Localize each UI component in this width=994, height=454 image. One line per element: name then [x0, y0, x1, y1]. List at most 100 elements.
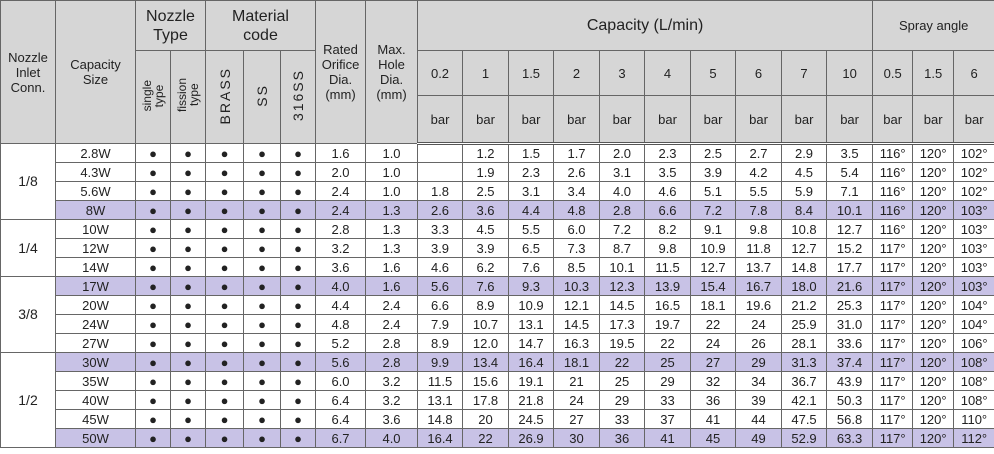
table-cell: 3.9: [462, 238, 510, 258]
table-cell: ●: [135, 352, 171, 372]
table-cell: 31.0: [826, 314, 874, 334]
table-cell: ●: [243, 314, 281, 334]
table-cell: 1.0: [365, 143, 419, 163]
table-cell: ●: [243, 143, 281, 163]
header-cell: Material code: [204, 0, 317, 51]
table-cell: ●: [279, 409, 317, 429]
table-cell: 15.2: [826, 238, 874, 258]
table-cell: ●: [135, 162, 171, 182]
table-cell: 35W: [55, 371, 136, 391]
table-cell: 7.2: [690, 200, 737, 220]
table-cell: 25: [644, 352, 692, 372]
table-cell: 103°: [953, 200, 994, 220]
table-cell: 36: [599, 428, 646, 448]
table-row: 27W ● ● ● ● ● 5.2 2.8 8.9 12.0 14.7 16.3 19.5 22 24 26 2…: [1, 333, 994, 353]
pressure-label: 2: [553, 50, 601, 96]
pressure-unit: bar: [872, 95, 914, 145]
header-cell: single type: [135, 50, 171, 144]
table-row: 3/8 17W ● ● ● ● ● 4.0 1.6 5.6 7.6 9.3 10.3 12.3 13.9 15…: [0, 276, 994, 353]
table-cell: ●: [243, 238, 281, 258]
table-cell: 9.8: [735, 219, 783, 239]
table-cell: 2.0: [599, 143, 646, 163]
table-cell: 16.7: [735, 276, 783, 296]
table-cell: 39: [735, 390, 783, 410]
table-cell: 36: [690, 390, 737, 410]
table-cell: 120°: [912, 257, 955, 277]
table-cell: ●: [279, 428, 317, 448]
table-cell: ●: [205, 371, 244, 391]
table-cell: 8.4: [781, 200, 828, 220]
table-cell: ●: [205, 181, 244, 201]
table-cell: 120°: [912, 314, 955, 334]
table-cell: ●: [170, 371, 206, 391]
header-cell: Nozzle Type: [135, 0, 206, 51]
table-cell: ●: [243, 352, 281, 372]
table-cell: 22: [644, 333, 692, 353]
table-cell: 6.2: [462, 257, 510, 277]
pressure-unit: bar: [508, 95, 555, 145]
table-cell: 30W: [55, 352, 136, 372]
table-cell: 4.2: [735, 162, 783, 182]
table-cell: 12.7: [781, 238, 828, 258]
table-cell: 15.4: [690, 276, 737, 296]
table-cell: ●: [243, 371, 281, 391]
table-cell: ●: [243, 181, 281, 201]
table-cell: 2.8: [599, 200, 646, 220]
table-cell: 120°: [912, 219, 955, 239]
header-cell: SS: [243, 50, 281, 144]
table-cell: 117°: [872, 371, 914, 391]
table-cell: 108°: [953, 390, 994, 410]
table-cell: 116°: [872, 219, 914, 239]
table-cell: ●: [205, 143, 244, 163]
table-cell: ●: [135, 219, 171, 239]
table-row: 8W ● ● ● ● ● 2.4 1.3 2.6 3.6 4.4 4.8 2.8 6.6 7.2 7.8 8.4…: [0, 200, 994, 220]
header-cell: fission type: [170, 50, 206, 144]
table-cell: 4.4: [508, 200, 555, 220]
table-cell: 7.3: [553, 238, 601, 258]
conn-cell: 1/8: [0, 143, 56, 220]
table-row: 20W ● ● ● ● ● 4.4 2.4 6.6 8.9 10.9 12.1 14.5 16.5 18.1…: [1, 295, 994, 315]
table-cell: 24: [735, 314, 783, 334]
table-cell: 29: [599, 390, 646, 410]
table-cell: 7.6: [508, 257, 555, 277]
table-cell: 6.7: [315, 428, 367, 448]
table-cell: 27: [690, 352, 737, 372]
table-cell: 116°: [872, 200, 914, 220]
pressure-unit: bar: [644, 95, 692, 145]
table-cell: ●: [205, 352, 244, 372]
table-row: 45W ● ● ● ● ● 6.4 3.6 14.8 20 24.5 27 33 37 41 44 47.5 56…: [1, 409, 994, 429]
table-cell: 8.9: [417, 333, 464, 353]
table-cell: ●: [135, 390, 171, 410]
table-cell: 2.9: [781, 143, 828, 163]
table-cell: 52.9: [781, 428, 828, 448]
header-cell: BRASS: [205, 50, 244, 144]
header-cell: Rated Orifice Dia. (mm): [315, 0, 367, 144]
table-cell: 16.4: [417, 428, 464, 448]
table-cell: 24: [553, 390, 601, 410]
table-cell: 5.5: [735, 181, 783, 201]
table-cell: 3.2: [365, 390, 419, 410]
table-cell: 25: [599, 371, 646, 391]
table-cell: 120°: [912, 295, 955, 315]
table-body: 1/8 2.8W ● ● ● ● ● 1.6 1.0 1.2 1.5 1.7 2.0 2.3 2.5 2.7 2…: [0, 143, 994, 448]
table-cell: ●: [279, 238, 317, 258]
table-cell: 18.0: [781, 276, 828, 296]
table-cell: 17.8: [462, 390, 510, 410]
table-cell: ●: [170, 428, 206, 448]
table-cell: 2.3: [508, 162, 555, 182]
table-cell: ●: [279, 295, 317, 315]
header-cell-text: SS: [254, 84, 270, 107]
table-cell: 10.8: [781, 219, 828, 239]
table-cell: 42.1: [781, 390, 828, 410]
table-cell: 106°: [953, 333, 994, 353]
table-cell: 3.4: [553, 181, 601, 201]
table-cell: 11.8: [735, 238, 783, 258]
table-cell: ●: [170, 314, 206, 334]
table-cell: 5.6W: [55, 181, 136, 201]
table-cell: 2.5: [462, 181, 510, 201]
header-cell: Nozzle Inlet Conn.: [0, 0, 56, 144]
table-cell: ●: [243, 295, 281, 315]
table-cell: 26: [735, 333, 783, 353]
table-cell: ●: [205, 162, 244, 182]
